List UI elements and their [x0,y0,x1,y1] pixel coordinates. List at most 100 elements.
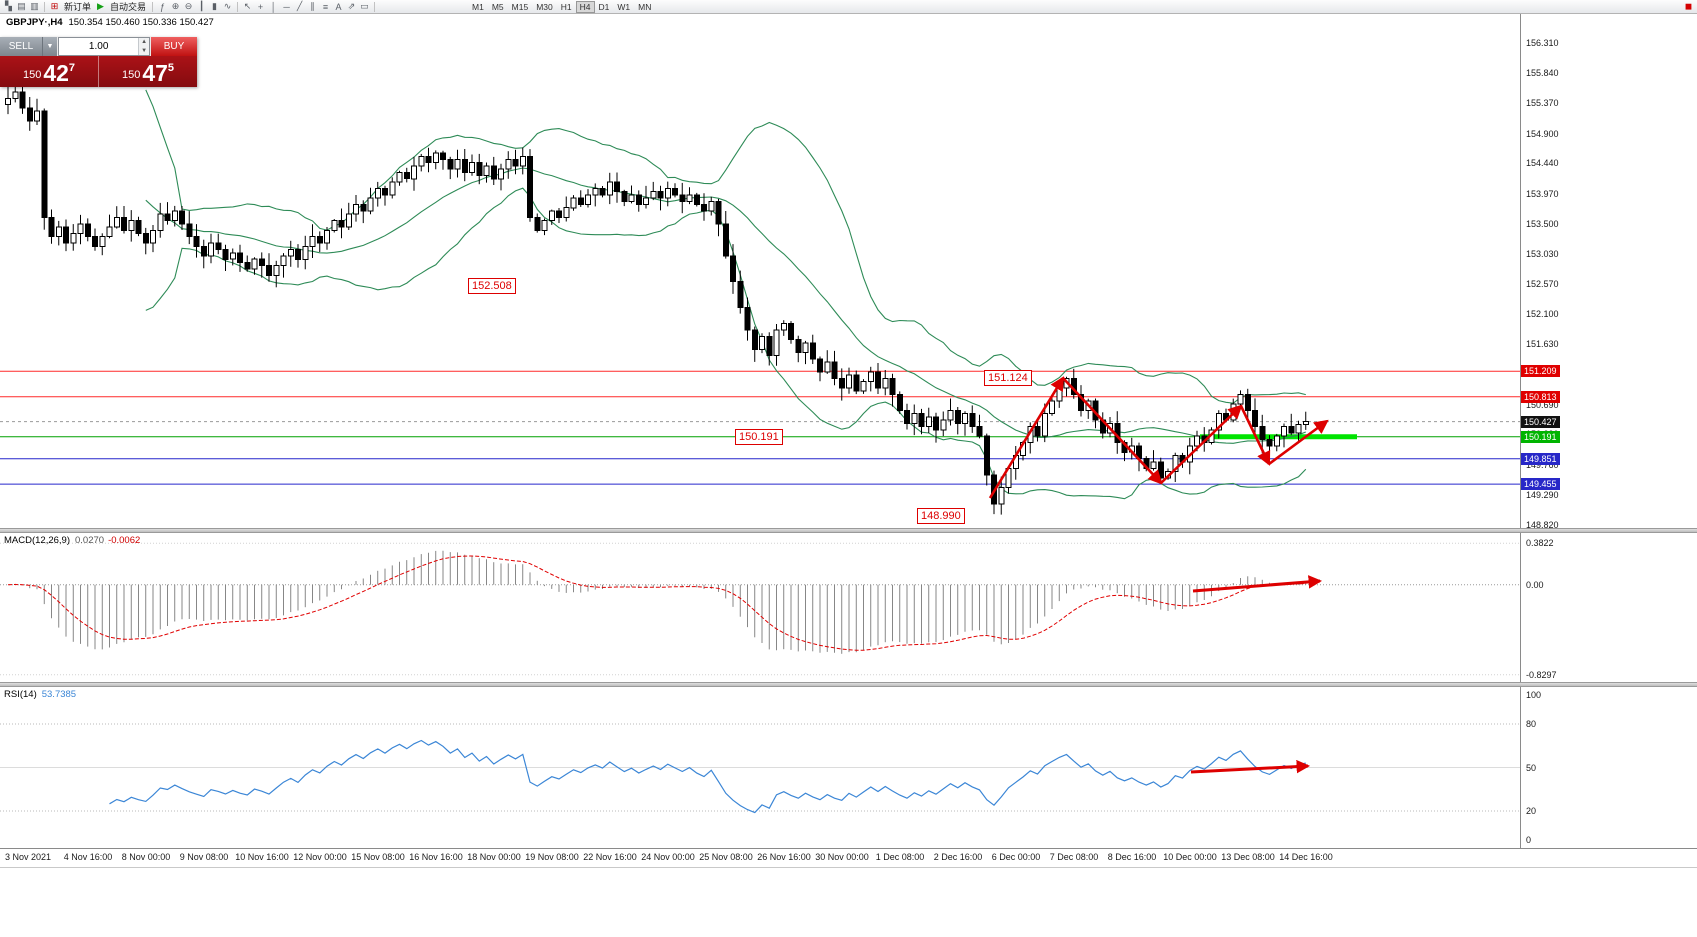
time-axis-label: 10 Nov 16:00 [235,852,289,862]
price-annotation-label[interactable]: 151.124 [984,370,1032,386]
new-order-icon[interactable]: ⊞ [50,1,59,11]
shapes-icon[interactable]: ▭ [360,1,369,11]
time-axis-label: 6 Dec 00:00 [991,852,1041,862]
chart-header: GBPJPY·,H4 150.354 150.460 150.336 150.42… [6,17,214,28]
indicator-list-icon[interactable]: ƒ [160,1,166,12]
macd-chart[interactable] [0,533,1520,682]
zoom-in-icon[interactable]: ⊕ [171,1,180,11]
timeframe-button-h1[interactable]: H1 [557,1,576,13]
macd-name: MACD(12,26,9) [4,535,70,546]
text-label-icon[interactable]: A [335,1,342,12]
price-axis-label: 150.690 [1526,399,1559,410]
time-axis-label: 14 Dec 16:00 [1279,852,1333,862]
price-level-badge: 151.209 [1521,365,1560,378]
toolbar-label-autotrade: 自动交易 [110,2,147,12]
time-axis-label: 16 Nov 16:00 [409,852,463,862]
price-annotation-label[interactable]: 150.191 [735,429,783,445]
lot-decrease-button[interactable]: ▼ [139,46,149,55]
sell-price[interactable]: 150 427 [0,56,98,87]
price-level-badge: 149.851 [1521,452,1560,465]
macd-signal-value: -0.0062 [108,535,141,546]
rsi-chart[interactable] [0,687,1520,848]
timeframe-button-mn[interactable]: MN [634,1,655,13]
rsi-panel[interactable] [0,687,1520,848]
time-axis-label: 30 Nov 00:00 [815,852,869,862]
macd-value: 0.0270 [75,535,105,546]
alerts-icon[interactable]: ◼ [1684,1,1693,11]
timeframe-button-m5[interactable]: M5 [488,1,508,13]
candlestick-chart[interactable] [0,14,1520,528]
zoom-out-icon[interactable]: ⊖ [184,1,193,11]
time-axis-label: 7 Dec 08:00 [1049,852,1099,862]
time-axis-label: 25 Nov 08:00 [699,852,753,862]
buy-price[interactable]: 150 475 [98,56,197,87]
panel-splitter-macd[interactable] [0,528,1697,533]
price-level-badge: 150.427 [1521,415,1560,428]
lot-increase-button[interactable]: ▲ [139,38,149,47]
toolbar-separator [374,1,376,12]
trendline-icon[interactable]: ╱ [296,1,303,11]
sell-dropdown-icon[interactable]: ▼ [42,37,57,56]
time-axis-label: 15 Nov 08:00 [351,852,405,862]
time-axis-label: 4 Nov 16:00 [63,852,113,862]
price-annotation-label[interactable]: 148.990 [917,508,965,524]
price-axis-label: 155.840 [1526,68,1559,79]
fibonacci-icon[interactable]: ≡ [322,1,329,12]
lot-size-input[interactable] [59,38,139,55]
toolbar-separator [237,1,239,12]
time-axis-label: 10 Dec 00:00 [1163,852,1217,862]
new-chart-icon[interactable]: ▚ [5,1,12,11]
buy-button[interactable]: BUY [151,37,197,56]
crosshair-icon[interactable]: + [257,1,264,12]
time-axis[interactable]: 3 Nov 2021 4 Nov 16:00 8 Nov 00:00 9 Nov 08… [0,848,1697,868]
timeframe-button-w1[interactable]: W1 [613,1,634,13]
main-chart[interactable] [0,14,1520,528]
time-axis-label: 9 Nov 08:00 [179,852,229,862]
top-toolbar: ▚ ▤ ▥ ⊞ 新订单 ▶ 自动交易 ƒ ⊕ ⊖ ┃ ▮ ∿ ↖ + │ ─ ╱ ∥ ≡ A ⇗ ▭ M1 M5 M15 M30 H1… [0,0,1697,14]
price-level-badge: 150.191 [1521,430,1560,443]
timeframe-button-h4[interactable]: H4 [575,0,595,13]
time-axis-label: 24 Nov 00:00 [641,852,695,862]
toolbar-label-new_order: 新订单 [64,2,92,12]
horizontal-line-icon[interactable]: ─ [283,1,290,12]
timeframe-button-d1[interactable]: D1 [595,1,614,13]
vertical-line-icon[interactable]: │ [270,1,277,12]
channel-icon[interactable]: ∥ [310,1,315,11]
time-axis-label: 3 Nov 2021 [4,852,52,862]
price-axis-label: 154.440 [1526,158,1559,169]
trade-prices-row: 150 427 150 475 [0,56,197,87]
timeframe-button-m30[interactable]: M30 [532,1,557,13]
bar-chart-icon[interactable]: ┃ [198,1,205,11]
time-axis-label: 18 Nov 00:00 [467,852,521,862]
price-axis-label: 148.820 [1526,520,1559,530]
candlestick-chart-icon[interactable]: ▮ [212,1,217,11]
rsi-value: 53.7385 [41,689,77,700]
chart-window-icon[interactable]: ▤ [17,1,26,11]
line-chart-icon[interactable]: ∿ [223,1,232,11]
sell-price-main: 150 [22,69,42,81]
cursor-icon[interactable]: ↖ [243,1,252,11]
toolbar-separator [152,1,154,12]
macd-axis-label: -0.8297 [1526,669,1557,680]
timeframe-button-m15[interactable]: M15 [508,1,533,13]
toolbar-gap [378,6,468,7]
rsi-axis-label: 0 [1526,835,1532,845]
sell-button[interactable]: SELL [0,37,42,56]
macd-panel[interactable] [0,533,1520,682]
templates-icon[interactable]: ▥ [30,1,39,11]
rsi-axis-label: 100 [1526,690,1542,700]
timeframe-button-m1[interactable]: M1 [468,1,488,13]
arrows-tool-icon[interactable]: ⇗ [347,1,356,11]
lot-size-box: ▲ ▼ [58,37,150,56]
time-axis-label: 12 Nov 00:00 [293,852,347,862]
one-click-trading-panel: SELL ▼ ▲ ▼ BUY 150 427 150 475 [0,37,197,87]
buy-price-main: 150 [121,69,141,81]
time-axis-label: 19 Nov 08:00 [525,852,579,862]
panel-splitter-rsi[interactable] [0,682,1697,687]
time-axis-label: 8 Nov 00:00 [121,852,171,862]
time-axis-label: 8 Dec 16:00 [1107,852,1157,862]
rsi-indicator-label: RSI(14) 53.7385 [4,689,76,700]
autotrading-icon[interactable]: ▶ [97,1,104,11]
price-annotation-label[interactable]: 152.508 [468,278,516,294]
rsi-name: RSI(14) [4,689,37,700]
